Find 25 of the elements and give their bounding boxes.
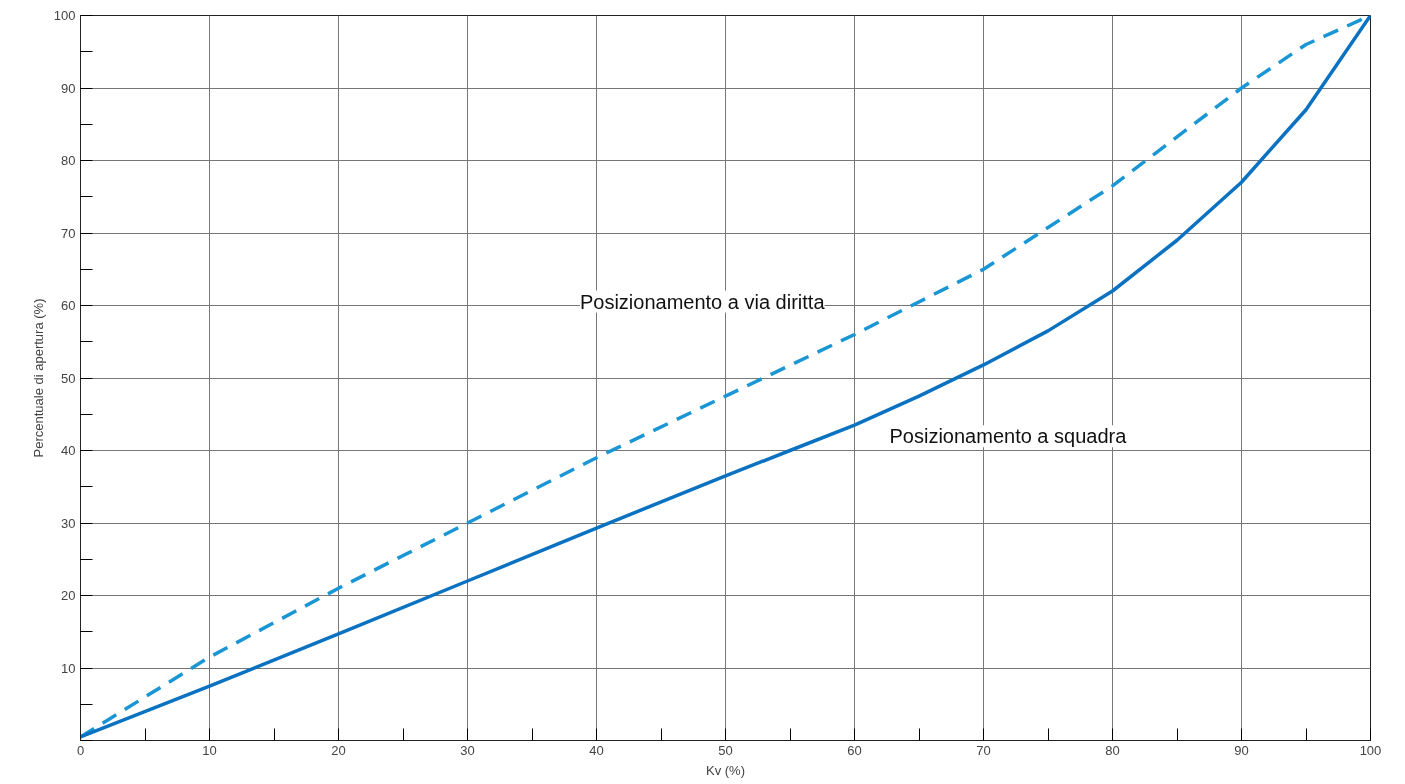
y-tick-label: 70	[61, 225, 76, 241]
y-tick-label: 30	[61, 515, 76, 531]
y-tick-label: 40	[61, 443, 76, 458]
y-tick-label: 60	[61, 298, 76, 313]
y-tick-label: 20	[61, 588, 76, 603]
x-tick-label: 10	[202, 742, 217, 758]
x-tick-label: 100	[1359, 742, 1382, 758]
series-label: Posizionamento a via diritta	[579, 290, 826, 313]
series-label: Posizionamento a squadra	[889, 425, 1128, 448]
x-tick-label: 80	[1105, 742, 1120, 758]
y-tick-label: 10	[61, 660, 76, 676]
y-tick-label: 80	[61, 153, 76, 168]
x-tick-label: 20	[331, 742, 346, 758]
y-tick-label: 90	[61, 80, 76, 96]
x-tick-label: 30	[460, 742, 475, 758]
x-tick-label: 0	[76, 742, 85, 758]
x-tick-label: 50	[718, 742, 733, 758]
x-axis-title: Kv (%)	[706, 762, 745, 778]
x-tick-label: 60	[847, 742, 862, 758]
y-tick-label: 100	[53, 8, 76, 23]
x-tick-label: 90	[1234, 742, 1249, 758]
x-tick-label: 40	[589, 742, 604, 758]
x-tick-label: 70	[976, 742, 991, 758]
y-tick-label: 50	[61, 370, 76, 386]
y-axis-title: Percentuale di apertura (%)	[30, 298, 46, 458]
